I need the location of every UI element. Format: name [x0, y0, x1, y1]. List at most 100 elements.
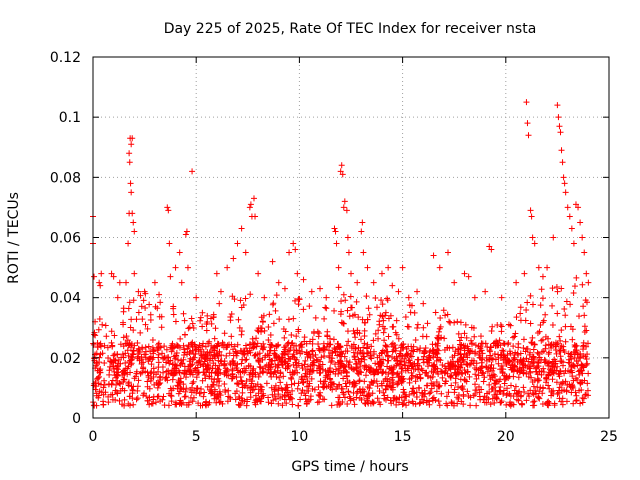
data-point	[253, 343, 260, 350]
data-point	[493, 395, 500, 402]
data-point	[267, 332, 274, 339]
data-point	[275, 391, 282, 398]
data-point	[159, 350, 166, 357]
data-point	[141, 390, 148, 397]
data-point	[491, 399, 498, 406]
data-point	[484, 368, 491, 375]
data-point	[475, 372, 482, 379]
data-point	[155, 351, 162, 358]
data-point	[417, 345, 424, 352]
data-point	[438, 368, 445, 375]
data-point	[236, 324, 243, 331]
data-point	[559, 159, 566, 166]
data-point	[200, 361, 207, 368]
data-point	[553, 367, 560, 374]
data-point	[182, 374, 189, 381]
x-tick-label: 15	[394, 429, 412, 445]
data-point	[125, 342, 132, 349]
data-point	[281, 344, 288, 351]
data-point	[193, 374, 200, 381]
data-point	[156, 291, 163, 298]
data-point	[374, 383, 381, 390]
data-point	[188, 315, 195, 322]
data-point	[521, 388, 528, 395]
data-point	[249, 370, 256, 377]
data-point	[154, 393, 161, 400]
data-point	[572, 201, 579, 208]
data-point	[544, 401, 551, 408]
data-point	[235, 381, 242, 388]
data-point	[350, 379, 357, 386]
data-point	[378, 270, 385, 277]
data-point	[260, 368, 267, 375]
data-point	[125, 240, 132, 247]
data-point	[201, 372, 208, 379]
data-point	[549, 376, 556, 383]
data-point	[506, 348, 513, 355]
data-point	[257, 325, 264, 332]
data-point	[445, 389, 452, 396]
data-point	[465, 273, 472, 280]
data-point	[549, 321, 556, 328]
data-point	[97, 366, 104, 373]
data-point	[584, 360, 591, 367]
data-point	[549, 302, 556, 309]
data-point	[424, 382, 431, 389]
data-point	[457, 355, 464, 362]
data-point	[174, 343, 181, 350]
data-point	[310, 367, 317, 374]
data-point	[520, 384, 527, 391]
data-point	[467, 394, 474, 401]
data-point	[130, 219, 137, 226]
data-point	[113, 374, 120, 381]
data-point	[444, 311, 451, 318]
data-point	[199, 377, 206, 384]
data-point	[545, 382, 552, 389]
data-point	[247, 389, 254, 396]
data-point	[585, 370, 592, 377]
data-point	[128, 340, 135, 347]
data-point	[309, 385, 316, 392]
data-point	[539, 295, 546, 302]
data-point	[562, 312, 569, 319]
data-point	[219, 400, 226, 407]
data-point	[130, 401, 137, 408]
data-point	[91, 273, 98, 280]
data-point	[580, 395, 587, 402]
data-point	[227, 314, 234, 321]
data-point	[305, 388, 312, 395]
data-point	[304, 378, 311, 385]
data-point	[202, 355, 209, 362]
data-point	[259, 393, 266, 400]
data-point	[186, 324, 193, 331]
data-point	[529, 379, 536, 386]
data-point	[576, 313, 583, 320]
data-point	[99, 321, 106, 328]
data-point	[273, 343, 280, 350]
data-point	[335, 343, 342, 350]
data-point	[295, 380, 302, 387]
data-point	[306, 338, 313, 345]
data-point	[139, 316, 146, 323]
data-point	[204, 383, 211, 390]
data-point	[285, 363, 292, 370]
data-point	[556, 384, 563, 391]
data-point	[338, 298, 345, 305]
data-point	[498, 398, 505, 405]
data-point	[172, 401, 179, 408]
data-point	[552, 339, 559, 346]
data-point	[581, 312, 588, 319]
data-point	[101, 342, 108, 349]
data-point	[531, 240, 538, 247]
data-point	[573, 392, 580, 399]
data-point	[553, 379, 560, 386]
data-point	[100, 384, 107, 391]
data-point	[163, 346, 170, 353]
data-point	[210, 379, 217, 386]
data-point	[356, 359, 363, 366]
data-point	[178, 401, 185, 408]
data-point	[203, 398, 210, 405]
data-point	[562, 189, 569, 196]
data-point	[293, 333, 300, 340]
data-point	[282, 348, 289, 355]
